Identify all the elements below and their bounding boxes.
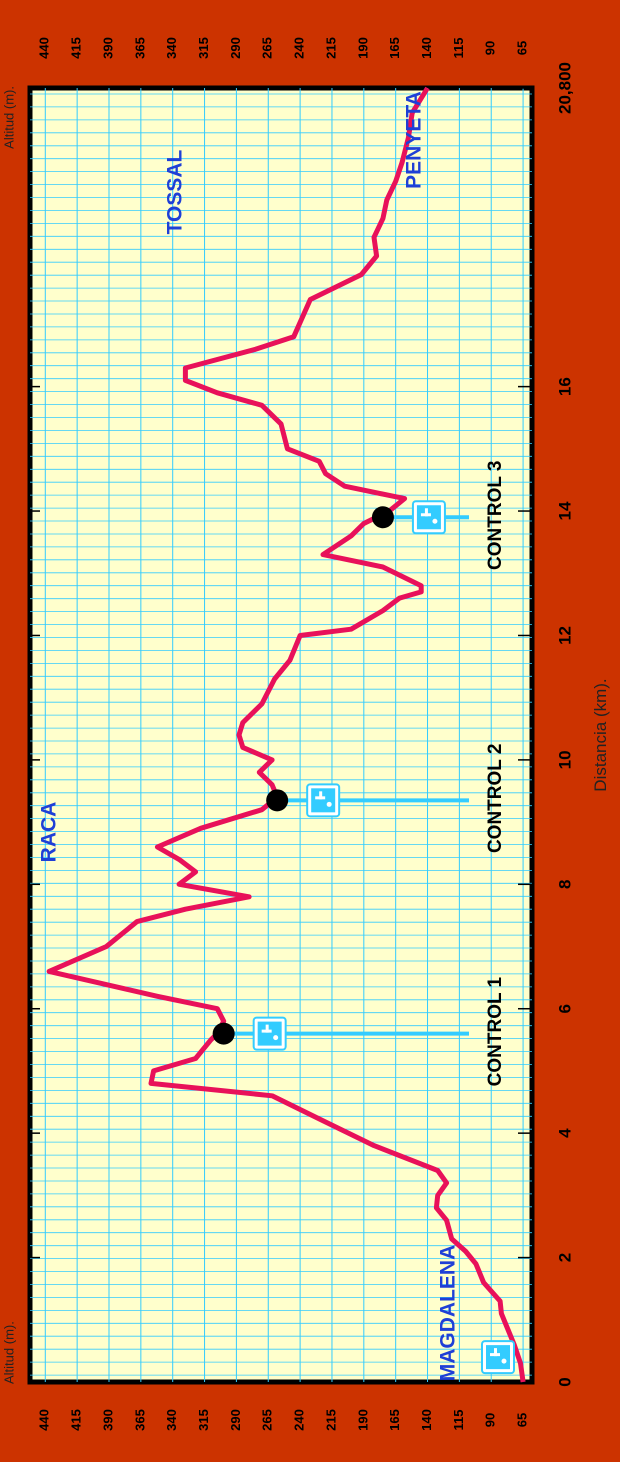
y-tick-label-bottom: 90	[483, 1413, 498, 1427]
y-tick-label-top: 190	[355, 37, 370, 59]
y-axis-label-bottom: Altitud (m).	[1, 1321, 16, 1384]
y-tick-label-top: 290	[228, 37, 243, 59]
control-point	[212, 1022, 235, 1045]
plot-area	[27, 85, 535, 1385]
y-tick-label-top: 265	[260, 37, 275, 59]
y-tick-label-top: 240	[292, 37, 307, 59]
y-tick-label-bottom: 165	[387, 1409, 402, 1431]
water-icon-fill	[416, 505, 441, 530]
water-icon-handle	[424, 508, 428, 517]
y-tick-label-bottom: 340	[164, 1409, 179, 1431]
y-tick-label-bottom: 365	[132, 1409, 147, 1431]
y-tick-label-bottom: 240	[292, 1409, 307, 1431]
y-tick-label-bottom: 115	[451, 1410, 466, 1431]
labels: CONTROL 1 CONTROL 2 CONTROL 3 MAGDALENA RACA…	[38, 91, 506, 1381]
place-label: MAGDALENA	[437, 1245, 460, 1382]
water-point-icon	[306, 783, 341, 818]
grid	[30, 87, 532, 1383]
y-tick-label-bottom: 190	[355, 1409, 370, 1431]
x-tick-label: 8	[555, 880, 574, 889]
control-point	[371, 506, 394, 529]
place-label: RACA	[38, 802, 61, 863]
x-tick-label: 12	[555, 626, 574, 645]
water-point-icon	[411, 500, 446, 535]
y-axis-label-top: Altitud (m).	[1, 86, 16, 149]
x-tick-label: 4	[555, 1128, 574, 1138]
control-point	[266, 789, 289, 812]
water-icon-handle	[319, 791, 323, 800]
y-tick-label-bottom: 390	[100, 1409, 115, 1431]
y-tick-label-top: 440	[37, 37, 52, 59]
y-tick-label-top: 315	[196, 37, 211, 59]
water-icon-fill	[486, 1345, 510, 1370]
water-icon-drop	[326, 801, 332, 807]
y-tick-label-top: 115	[451, 38, 466, 59]
y-tick-label-top: 65	[515, 41, 530, 55]
x-axis-label: Distancia (km).	[591, 678, 610, 791]
water-point-icon	[252, 1016, 287, 1051]
y-tick-label-top: 215	[323, 37, 338, 59]
x-tick-label: 6	[555, 1004, 574, 1013]
water-icon-drop	[273, 1035, 279, 1041]
y-tick-label-top: 165	[387, 37, 402, 59]
x-tick-label: 10	[555, 750, 574, 769]
water-icon-fill	[311, 788, 336, 813]
x-tick-label: 16	[555, 377, 574, 396]
y-tick-label-bottom: 315	[196, 1409, 211, 1431]
y-tick-label-bottom: 215	[323, 1409, 338, 1431]
water-icon-drop	[501, 1358, 507, 1364]
y-tick-label-top: 390	[100, 37, 115, 59]
control-label: CONTROL 1	[485, 976, 506, 1086]
place-label: PENYETA	[403, 91, 426, 189]
y-tick-label-bottom: 265	[260, 1409, 275, 1431]
y-tick-label-top: 365	[132, 37, 147, 59]
y-tick-label-top: 140	[419, 37, 434, 59]
x-tick-label: 20,800	[555, 62, 574, 114]
water-icon-fill	[257, 1021, 282, 1046]
water-icon-handle	[494, 1348, 497, 1357]
elevation-profile-line	[46, 86, 526, 1383]
place-label: TOSSAL	[164, 149, 187, 234]
control-label: CONTROL 3	[485, 461, 506, 570]
x-tick-label: 2	[555, 1253, 574, 1262]
x-tick-label: 0	[555, 1377, 574, 1386]
y-tick-label-top: 90	[483, 41, 498, 55]
tick-labels: 0 2 4 6 8 10 12 14 16 20,800 65 65 90 90 115 115 140 140 1…	[1, 37, 574, 1431]
y-tick-label-top: 340	[164, 37, 179, 59]
x-tick-label: 14	[555, 501, 574, 520]
y-tick-label-bottom: 290	[228, 1409, 243, 1431]
water-icon-handle	[265, 1024, 269, 1033]
y-tick-label-bottom: 65	[515, 1413, 530, 1427]
y-tick-label-top: 415	[69, 37, 84, 59]
y-tick-label-bottom: 140	[419, 1409, 434, 1431]
y-tick-label-bottom: 440	[37, 1409, 52, 1431]
control-label: CONTROL 2	[485, 744, 506, 853]
water-point-icon	[481, 1340, 515, 1375]
marks	[212, 500, 515, 1375]
water-icon-drop	[432, 518, 438, 524]
y-tick-label-bottom: 415	[69, 1409, 84, 1431]
